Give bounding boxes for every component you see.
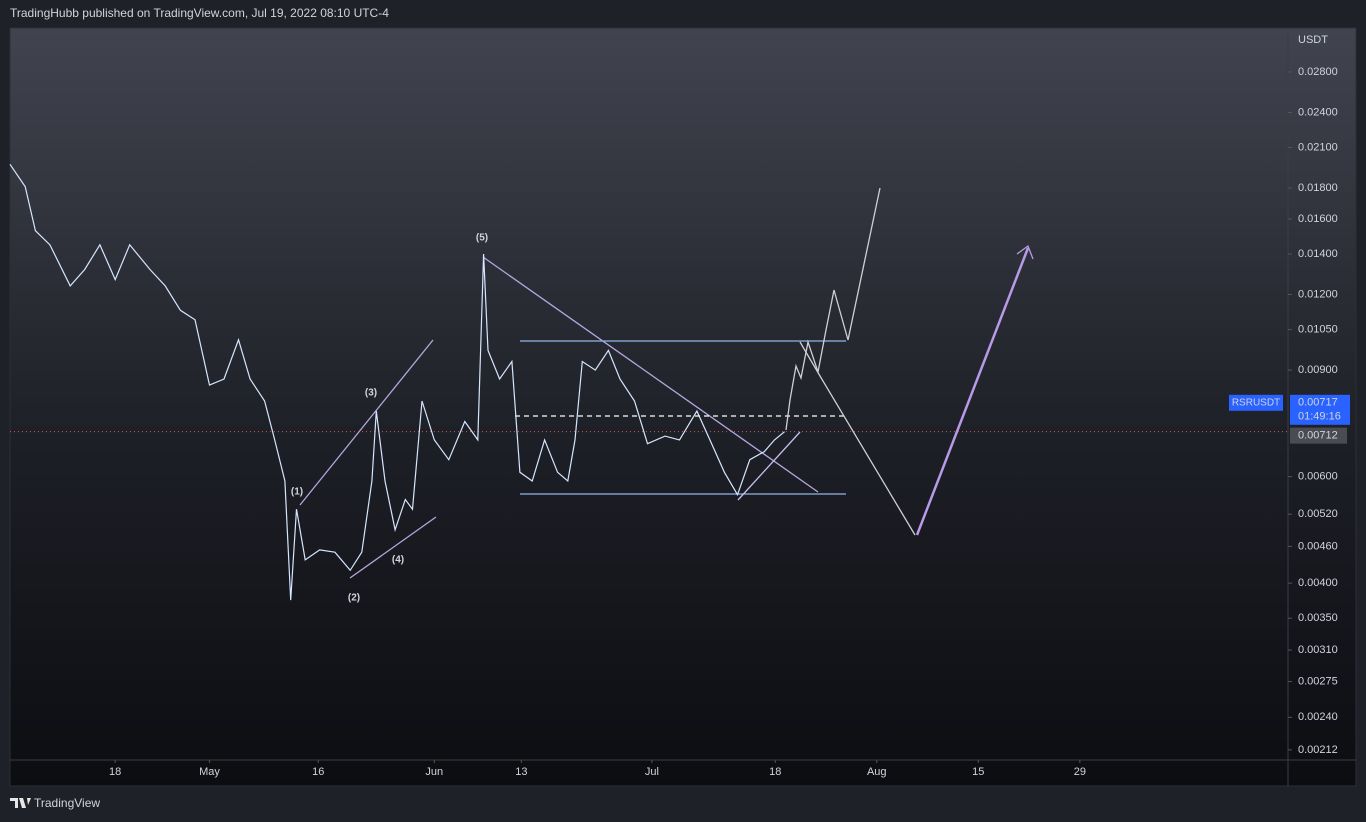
arrow bbox=[915, 247, 1030, 536]
y-tick-label: 0.00400 bbox=[1298, 577, 1338, 589]
last-price-label: 0.00717 bbox=[1298, 397, 1338, 409]
price-line-box bbox=[1290, 427, 1347, 444]
y-tick-label: 0.00240 bbox=[1298, 711, 1338, 723]
y-tick-label: 0.00600 bbox=[1298, 471, 1338, 483]
x-tick-label: May bbox=[199, 766, 220, 778]
countdown-label: 01:49:16 bbox=[1298, 411, 1341, 423]
y-tick-label: 0.00900 bbox=[1298, 364, 1338, 376]
y-tick-label: 0.00520 bbox=[1298, 508, 1338, 520]
x-tick-label: 16 bbox=[312, 766, 324, 778]
y-tick-label: 0.00275 bbox=[1298, 675, 1338, 687]
chart-panel bbox=[9, 27, 1357, 787]
footer-logo: TradingView bbox=[10, 796, 100, 810]
y-unit: USDT bbox=[1298, 34, 1328, 46]
x-tick-label: 18 bbox=[109, 766, 121, 778]
price-series bbox=[9, 163, 785, 601]
symbol-label: RSRUSDT bbox=[1232, 397, 1280, 408]
trendline bbox=[349, 516, 437, 579]
y-tick-label: 0.01600 bbox=[1298, 213, 1338, 225]
x-tick-label: 15 bbox=[972, 766, 984, 778]
projection bbox=[785, 187, 881, 431]
x-tick-label: 13 bbox=[515, 766, 527, 778]
y-tick-label: 0.02100 bbox=[1298, 141, 1338, 153]
x-tick-label: 29 bbox=[1074, 766, 1086, 778]
x-tick-label: 18 bbox=[769, 766, 781, 778]
wave-label: (1) bbox=[291, 487, 303, 498]
trendline bbox=[299, 339, 434, 506]
trendline bbox=[737, 431, 801, 501]
symbol-box bbox=[1229, 394, 1283, 411]
y-tick-label: 0.00350 bbox=[1298, 612, 1338, 624]
y-tick-label: 0.00310 bbox=[1298, 644, 1338, 656]
y-tick-label: 0.02800 bbox=[1298, 66, 1338, 78]
logo-icon bbox=[10, 798, 31, 808]
header: TradingHubb published on TradingView.com… bbox=[10, 6, 389, 20]
x-tick-label: Aug bbox=[867, 766, 887, 778]
y-tick-label: 0.00212 bbox=[1298, 744, 1338, 756]
wave-label: (5) bbox=[476, 233, 488, 244]
wave-label: (4) bbox=[392, 555, 404, 566]
footer: TradingView bbox=[34, 796, 100, 810]
wave-label: (3) bbox=[365, 388, 377, 399]
wave-label: (2) bbox=[348, 593, 360, 604]
y-tick-label: 0.01800 bbox=[1298, 182, 1338, 194]
drawings bbox=[299, 187, 1034, 579]
y-tick-label: 0.01050 bbox=[1298, 324, 1338, 336]
y-tick-label: 0.01200 bbox=[1298, 288, 1338, 300]
x-tick-label: Jun bbox=[425, 766, 443, 778]
x-tick-label: Jul bbox=[645, 766, 659, 778]
y-tick-label: 0.02400 bbox=[1298, 106, 1338, 118]
projection bbox=[799, 341, 916, 536]
arrow-head bbox=[1016, 244, 1034, 260]
last-price-box bbox=[1290, 394, 1350, 425]
price-line-label: 0.00712 bbox=[1298, 430, 1338, 442]
y-tick-label: 0.00460 bbox=[1298, 540, 1338, 552]
y-tick-label: 0.01400 bbox=[1298, 248, 1338, 260]
